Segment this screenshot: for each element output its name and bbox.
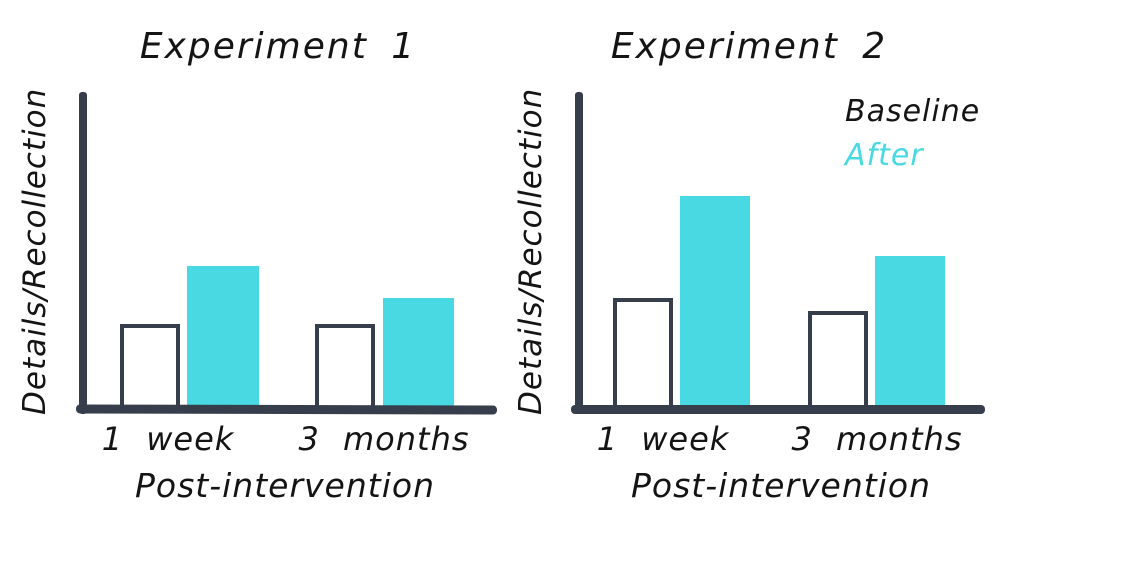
bar-after-1-week — [680, 195, 750, 410]
x-tick-label-1-week: 1 week — [596, 420, 730, 458]
x-axis-line — [75, 404, 498, 415]
y-axis-line — [79, 92, 87, 414]
x-tick-label-3-months: 3 months — [791, 420, 963, 458]
bar-baseline-1-week — [613, 298, 673, 410]
chart-title: Experiment 2 — [610, 26, 888, 67]
x-tick-label-1-week: 1 week — [101, 420, 235, 458]
y-axis-line — [575, 92, 583, 414]
bar-after-1-week — [187, 266, 259, 410]
chart-title: Experiment 1 — [139, 26, 417, 67]
bar-after-3-months — [875, 256, 945, 410]
x-axis-title: Post-intervention — [135, 466, 435, 505]
x-tick-label-3-months: 3 months — [298, 420, 470, 458]
x-axis-title: Post-intervention — [631, 466, 931, 505]
legend-item-baseline: Baseline — [845, 94, 981, 129]
legend-item-after: After — [845, 138, 924, 173]
bar-after-3-months — [383, 298, 454, 410]
x-axis-line — [571, 405, 985, 414]
bar-baseline-3-months — [808, 310, 868, 410]
bar-baseline-3-months — [315, 323, 375, 410]
legend: Baseline After — [845, 90, 980, 178]
bar-baseline-1-week — [120, 323, 180, 410]
